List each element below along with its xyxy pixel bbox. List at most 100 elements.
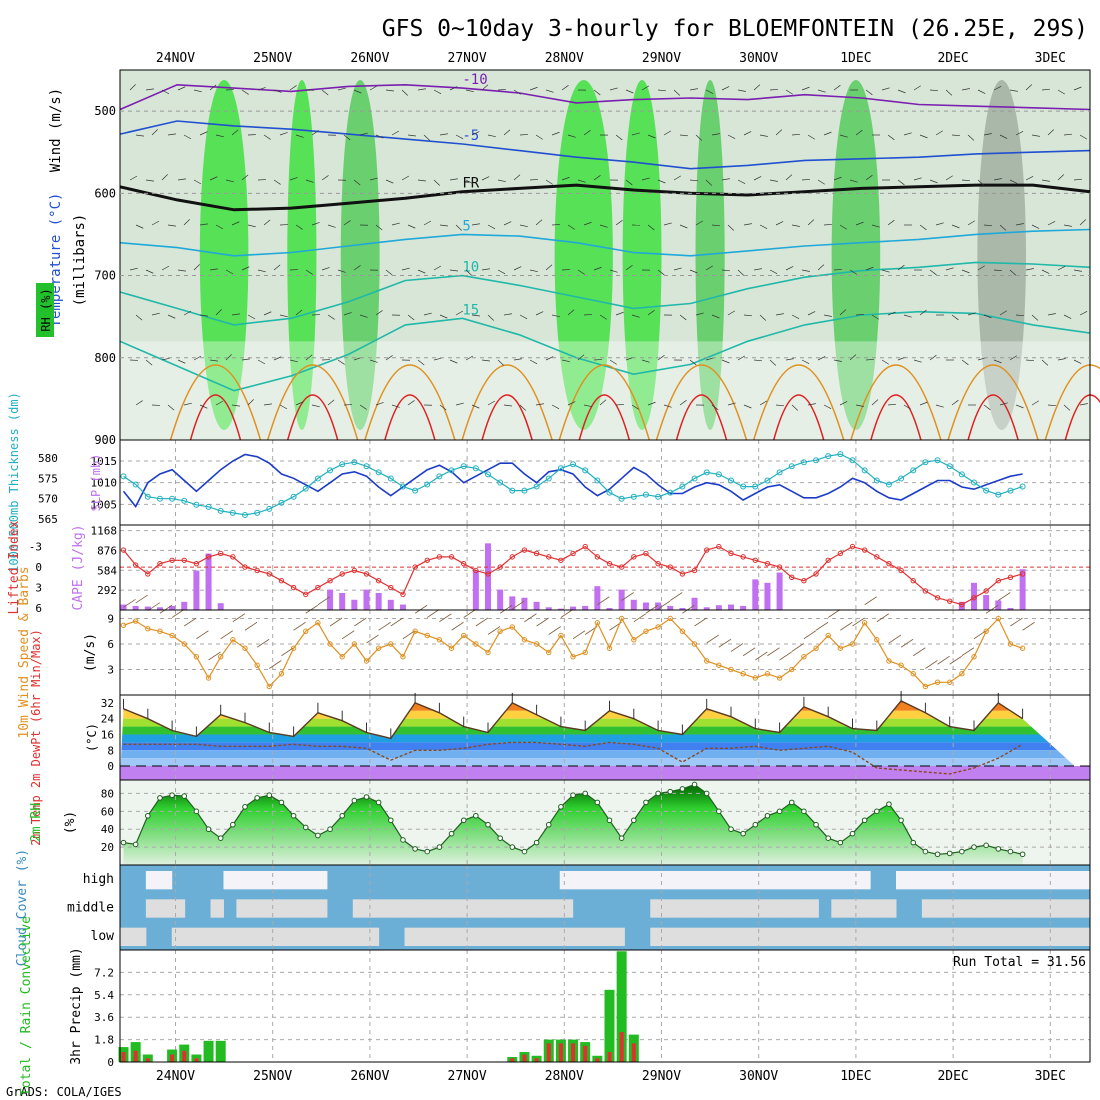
cloud-gap-cell bbox=[727, 927, 742, 946]
wind-marker bbox=[691, 641, 698, 647]
precip-convective-bar bbox=[619, 1032, 624, 1062]
cape-bar bbox=[1007, 607, 1014, 610]
wind-barb bbox=[193, 264, 200, 271]
rh-marker bbox=[545, 821, 552, 828]
wind-barb-10m bbox=[317, 596, 331, 606]
warm-isotherm bbox=[286, 394, 339, 441]
cape-bar bbox=[327, 589, 334, 610]
cloud-gap-cell bbox=[973, 927, 988, 946]
wind-barb bbox=[897, 179, 905, 186]
wind-barb bbox=[247, 224, 256, 228]
warm-isotherm bbox=[364, 364, 456, 441]
rh-tick: 80 bbox=[101, 787, 114, 800]
cloud-gap-cell bbox=[301, 899, 315, 918]
li-marker bbox=[205, 554, 212, 560]
wind-barb-10m bbox=[341, 630, 355, 640]
li-marker bbox=[716, 543, 722, 550]
thickness-marker bbox=[740, 483, 747, 490]
wind-barb bbox=[1063, 314, 1072, 319]
cloud-gap-cell bbox=[844, 899, 858, 918]
cloud-gap-cell bbox=[275, 927, 289, 946]
wind-marker bbox=[752, 675, 758, 681]
wind-barb bbox=[999, 134, 1008, 139]
wind-barb-10m bbox=[852, 617, 865, 627]
li-line bbox=[123, 545, 1023, 606]
wind-barb bbox=[839, 309, 847, 316]
cloud-gap-cell bbox=[443, 927, 457, 946]
wind-barb bbox=[673, 267, 682, 271]
wind-barb bbox=[385, 179, 394, 184]
wind-barb bbox=[439, 224, 448, 227]
wind-barb bbox=[967, 312, 976, 316]
cloud-gap-cell bbox=[495, 899, 509, 918]
wind-barb bbox=[481, 84, 489, 91]
thickness-marker bbox=[278, 499, 285, 506]
cloud-gap-cell bbox=[818, 871, 832, 890]
wind-barb-10m bbox=[876, 613, 890, 623]
li-marker bbox=[898, 567, 904, 574]
li-marker bbox=[728, 550, 734, 557]
precip-tick: 5.4 bbox=[94, 989, 114, 1002]
rh-marker bbox=[995, 846, 1002, 852]
dewpoint-line bbox=[123, 741, 1023, 775]
li-marker bbox=[533, 550, 540, 557]
thickness-marker bbox=[217, 507, 224, 514]
cloud-gap-cell bbox=[663, 871, 677, 890]
cloud-gap-cell bbox=[598, 927, 612, 946]
cloud-gap-cell bbox=[921, 927, 936, 946]
wind-barb bbox=[241, 174, 249, 181]
cloud-gap-cell bbox=[456, 899, 470, 918]
wind-barb bbox=[1079, 219, 1087, 226]
wind-barb bbox=[897, 89, 906, 94]
cape-bar bbox=[618, 589, 625, 610]
wind-barb bbox=[487, 134, 496, 138]
cloud-gap-cell bbox=[326, 927, 341, 946]
isotherm-label: -10 bbox=[462, 72, 487, 88]
thickness-marker bbox=[193, 501, 200, 508]
wind-barb bbox=[599, 314, 607, 320]
cape-bar bbox=[217, 603, 224, 610]
wind-barb bbox=[919, 309, 927, 316]
li-marker bbox=[181, 557, 187, 563]
wind-barb bbox=[983, 133, 992, 136]
wind-marker bbox=[849, 641, 856, 647]
wind-barb bbox=[721, 86, 730, 91]
precip-convective-bar bbox=[571, 1043, 576, 1062]
axis-label-rh: RH (%) bbox=[39, 288, 53, 331]
wind-barb bbox=[1031, 224, 1040, 229]
pressure-tick: 600 bbox=[94, 186, 116, 200]
temp-tick: 0 bbox=[107, 760, 114, 773]
rh-marker bbox=[570, 792, 576, 799]
precip-total-bar bbox=[616, 951, 627, 1062]
wind-barb bbox=[481, 268, 490, 271]
thickness-marker bbox=[412, 487, 419, 494]
thickness-marker bbox=[715, 471, 722, 478]
date-label-bottom: 3DEC bbox=[1035, 1069, 1066, 1084]
wind-barb bbox=[631, 314, 640, 318]
wind-barb bbox=[273, 89, 282, 93]
cloud-gap-cell bbox=[883, 927, 897, 946]
cloud-gap-cell bbox=[973, 871, 988, 890]
wind-barb bbox=[769, 88, 779, 91]
thickness-marker bbox=[898, 475, 905, 482]
wind-barb bbox=[407, 224, 416, 229]
wind-barb-10m bbox=[135, 594, 148, 604]
wind-barb bbox=[689, 88, 698, 91]
cape-bar bbox=[144, 606, 151, 610]
wind-barb bbox=[279, 404, 288, 410]
wind-marker bbox=[436, 637, 443, 643]
slp-line bbox=[122, 453, 1023, 508]
warm-isotherm bbox=[481, 394, 533, 441]
rh-marker bbox=[910, 839, 917, 846]
cloud-gap-cell bbox=[482, 899, 496, 918]
rh-marker bbox=[788, 799, 795, 806]
warm-isotherm bbox=[189, 394, 242, 441]
wind-barb bbox=[401, 175, 410, 181]
precip-convective-bar bbox=[133, 1050, 138, 1062]
wind-barb-10m bbox=[913, 647, 926, 657]
wind-marker bbox=[521, 637, 528, 643]
date-label-bottom: 1DEC bbox=[840, 1069, 871, 1084]
wind-barb bbox=[817, 356, 826, 361]
cloud-gap-cell bbox=[171, 899, 186, 918]
li-marker bbox=[120, 547, 127, 553]
